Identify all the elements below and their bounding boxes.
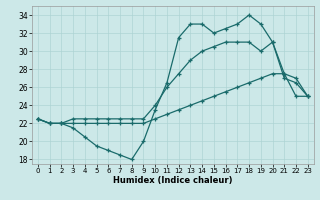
X-axis label: Humidex (Indice chaleur): Humidex (Indice chaleur): [113, 176, 233, 185]
